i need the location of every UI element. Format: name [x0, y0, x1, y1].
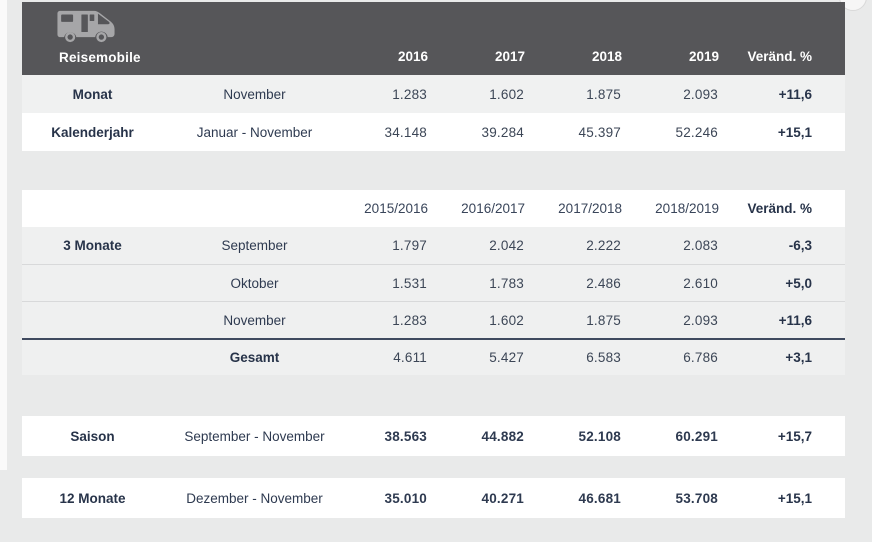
row-period: Oktober — [230, 275, 279, 291]
value-4: 53.708 — [675, 490, 718, 506]
brand-cell: Reisemobile — [22, 2, 346, 75]
table-row-12-monate: 12 Monate Dezember - November 35.010 40.… — [22, 478, 845, 518]
row-period: Gesamt — [229, 350, 280, 365]
table-row-saison: Saison September - November 38.563 44.88… — [22, 416, 845, 456]
col-header-2016: 2016 — [397, 49, 428, 64]
value-2: 2.042 — [489, 238, 524, 253]
col-header-2015-2016: 2015/2016 — [364, 201, 428, 216]
row-period: September — [221, 238, 288, 253]
col-header-change: Veränd. % — [747, 201, 812, 216]
col-header-2019: 2019 — [688, 49, 719, 64]
row-label: 12 Monate — [59, 490, 126, 506]
value-change: -6,3 — [788, 238, 812, 253]
row-period: November — [223, 312, 286, 328]
value-3: 52.108 — [578, 428, 621, 444]
value-1: 1.283 — [392, 312, 427, 328]
value-1: 1.531 — [392, 275, 427, 291]
table-title: Reisemobile — [59, 50, 141, 65]
value-4: 60.291 — [675, 428, 718, 444]
col-header-2017: 2017 — [494, 49, 525, 64]
season-table: 2015/2016 2016/2017 2017/2018 2018/2019 … — [22, 190, 845, 375]
value-3: 46.681 — [578, 490, 621, 506]
value-2019: 52.246 — [675, 124, 718, 140]
table-header: Reisemobile 2016 2017 2018 2019 Veränd. … — [22, 2, 845, 75]
spacer — [22, 375, 845, 416]
col-header-2018: 2018 — [591, 49, 622, 64]
value-2: 1.783 — [489, 275, 524, 291]
row-period: Januar - November — [196, 124, 313, 140]
table-row-kalenderjahr: Kalenderjahr Januar - November 34.148 39… — [22, 113, 845, 151]
row-label — [22, 340, 163, 375]
table-row-september: 3 Monate September 1.797 2.042 2.222 2.0… — [22, 227, 845, 264]
value-2: 40.271 — [481, 490, 524, 506]
col-header-2017-2018: 2017/2018 — [558, 201, 622, 216]
value-2017: 1.602 — [489, 86, 524, 102]
value-2019: 2.093 — [683, 86, 718, 102]
value-change: +15,1 — [777, 490, 812, 506]
value-2017: 39.284 — [481, 124, 524, 140]
value-2016: 34.148 — [384, 124, 427, 140]
row-period: Dezember - November — [186, 490, 323, 506]
value-4: 2.083 — [683, 238, 718, 253]
value-change: +15,1 — [777, 124, 812, 140]
page-left-margin — [0, 0, 7, 470]
row-label: Kalenderjahr — [51, 124, 134, 140]
value-2: 44.882 — [481, 428, 524, 444]
row-period: September - November — [184, 428, 325, 444]
registration-statistics-table: Reisemobile 2016 2017 2018 2019 Veränd. … — [22, 2, 845, 518]
motorhome-icon — [55, 9, 117, 44]
table-row-gesamt: Gesamt 4.611 5.427 6.583 6.786 +3,1 — [22, 338, 845, 375]
value-3: 6.583 — [586, 350, 621, 365]
value-change: +3,1 — [785, 350, 812, 365]
col-header-2016-2017: 2016/2017 — [461, 201, 525, 216]
value-1: 35.010 — [384, 490, 427, 506]
col-header-2018-2019: 2018/2019 — [655, 201, 719, 216]
value-change: +11,6 — [778, 312, 812, 328]
table-row-monat: Monat November 1.283 1.602 1.875 2.093 +… — [22, 75, 845, 113]
empty-cell — [163, 190, 346, 227]
row-period: November — [223, 86, 286, 102]
value-4: 2.093 — [683, 312, 718, 328]
row-label: Monat — [72, 86, 113, 102]
value-3: 2.486 — [586, 275, 621, 291]
value-4: 6.786 — [683, 350, 718, 365]
value-1: 38.563 — [384, 428, 427, 444]
col-header-change: Veränd. % — [747, 49, 812, 64]
row-label — [22, 302, 163, 338]
value-2: 1.602 — [489, 312, 524, 328]
value-change: +15,7 — [777, 428, 812, 444]
table-row-november: November 1.283 1.602 1.875 2.093 +11,6 — [22, 301, 845, 338]
value-change: +5,0 — [785, 275, 812, 291]
value-3: 2.222 — [586, 238, 621, 253]
spacer — [22, 151, 845, 190]
season-table-header: 2015/2016 2016/2017 2017/2018 2018/2019 … — [22, 190, 845, 227]
value-2016: 1.283 — [392, 86, 427, 102]
value-2: 5.427 — [489, 350, 524, 365]
row-label: 3 Monate — [63, 238, 122, 253]
value-2018: 1.875 — [586, 86, 621, 102]
spacer — [22, 456, 845, 478]
table-row-oktober: Oktober 1.531 1.783 2.486 2.610 +5,0 — [22, 264, 845, 301]
row-label — [22, 265, 163, 301]
value-1: 4.611 — [393, 350, 427, 365]
row-label: Saison — [70, 428, 115, 444]
value-2018: 45.397 — [578, 124, 621, 140]
value-1: 1.797 — [392, 238, 427, 253]
value-3: 1.875 — [586, 312, 621, 328]
empty-cell — [22, 190, 163, 227]
value-change: +11,6 — [778, 86, 812, 102]
value-4: 2.610 — [683, 275, 718, 291]
